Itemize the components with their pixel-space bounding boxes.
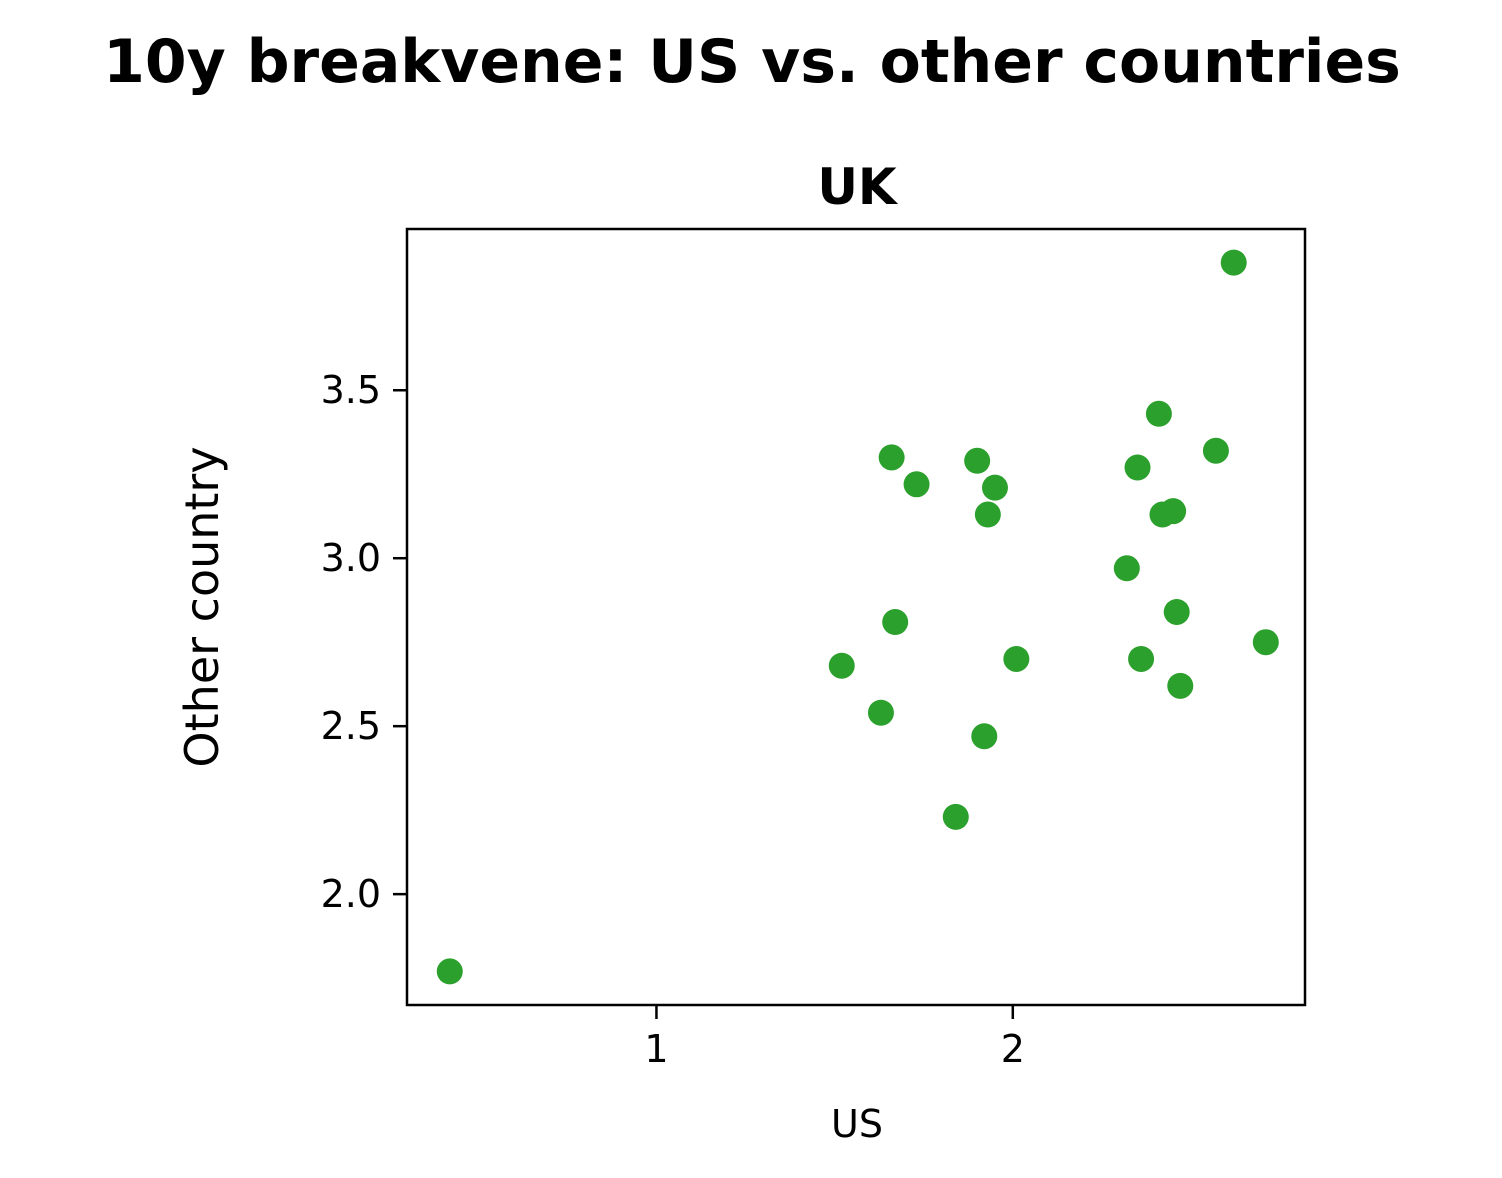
data-point: [964, 447, 991, 474]
data-point: [1160, 498, 1187, 525]
data-point: [1145, 400, 1172, 427]
data-point: [1128, 645, 1155, 672]
x-tick-label: 1: [644, 1027, 668, 1071]
data-point: [1113, 555, 1140, 582]
subplot-title: UK: [817, 158, 899, 216]
x-tick-label: 2: [1001, 1027, 1025, 1071]
data-point: [882, 609, 909, 636]
data-point: [1003, 645, 1030, 672]
data-point: [903, 471, 930, 498]
data-point: [867, 699, 894, 726]
data-point: [981, 474, 1008, 501]
data-point: [1220, 249, 1247, 276]
data-point: [1167, 672, 1194, 699]
x-axis-label: US: [831, 1102, 883, 1146]
data-point: [971, 723, 998, 750]
data-point: [828, 652, 855, 679]
y-axis-ticks: 2.0 2.5 3.0 3.5: [321, 368, 407, 916]
data-point: [942, 803, 969, 830]
data-point: [436, 958, 463, 985]
data-point: [1163, 598, 1190, 625]
y-tick-label: 2.0: [321, 872, 381, 916]
data-point: [1252, 629, 1279, 656]
plot-frame: [405, 227, 1307, 1007]
data-point: [1202, 437, 1229, 464]
chart-title: 10y breakvene: US vs. other countries: [103, 27, 1401, 97]
y-axis-label: Other country: [175, 446, 229, 767]
data-points: [436, 249, 1279, 985]
y-tick-label: 2.5: [321, 704, 381, 748]
data-point: [974, 501, 1001, 528]
data-point: [1124, 454, 1151, 481]
data-point: [878, 444, 905, 471]
y-tick-label: 3.0: [321, 536, 381, 580]
y-tick-label: 3.5: [321, 368, 381, 412]
